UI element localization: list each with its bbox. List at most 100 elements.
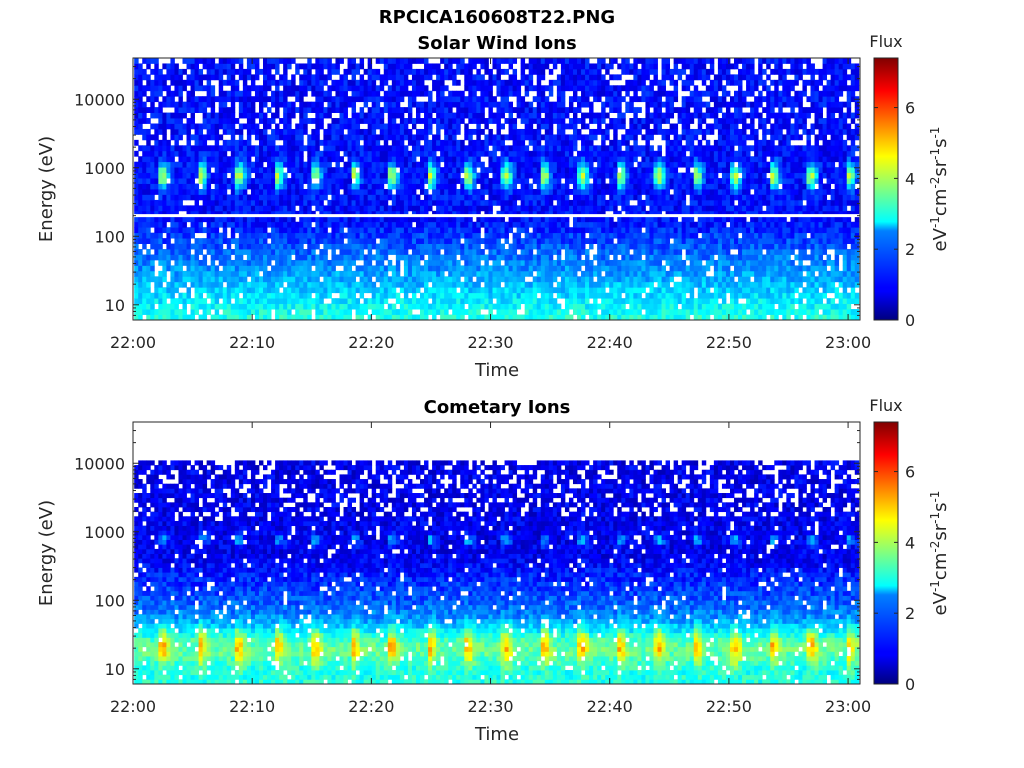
spectrogram-cell [222,63,228,70]
spectrogram-cell [343,167,348,174]
spectrogram-cell [464,96,469,103]
spectrogram-cell [319,161,324,168]
spectrogram-cell [190,123,195,130]
spectrogram-cell [246,112,252,119]
spectrogram-cell [528,292,534,299]
spectrogram-cell [166,112,171,119]
spectrogram-cell [585,298,590,305]
spectrogram-cell [150,68,155,75]
spectrogram-cell [327,156,332,163]
spectrogram-cell [420,79,425,86]
spectrogram-cell [222,172,228,179]
spectrogram-cell [444,309,449,315]
spectrogram-cell [585,199,590,206]
spectrogram-cell [351,112,357,119]
spectrogram-cell [359,90,365,97]
spectrogram-cell [347,281,352,288]
spectrogram-cell [500,287,505,294]
spectrogram-cell [520,74,526,81]
spectrogram-cell [540,254,546,261]
spectrogram-cell [605,150,610,157]
spectrogram-cell [383,281,389,288]
spectrogram-cell [214,123,220,130]
spectrogram-cell [271,79,276,86]
spectrogram-cell [351,150,357,157]
spectrogram-cell [246,63,252,70]
spectrogram-cell [403,79,409,86]
spectrogram-cell [420,265,425,272]
spectrogram-cell [343,101,348,108]
spectrogram-cell [436,178,441,184]
spectrogram-cell [190,298,195,305]
spectrogram-cell [520,183,526,190]
spectrogram-cell [198,189,204,195]
spectrogram-cell [234,210,240,217]
spectrogram-cell [512,139,518,146]
spectrogram-cell [319,227,324,234]
spectrogram-cell [560,227,566,234]
spectrogram-cell [420,189,425,195]
spectrogram-cell [146,265,151,272]
spectrogram-cell [339,259,344,266]
spectrogram-cell [375,183,381,190]
spectrogram-cell [226,96,232,103]
spectrogram-cell [496,145,501,152]
spectrogram-cell [556,281,562,288]
spectrogram-cell [436,249,441,255]
spectrogram-cell [520,205,526,212]
spectrogram-cell [234,79,240,86]
spectrogram-cell [206,270,212,277]
spectrogram-cell [238,150,244,157]
spectrogram-cell [609,243,614,250]
spectrogram-cell [307,58,312,64]
spectrogram-cell [226,298,232,305]
spectrogram-cell [540,96,546,103]
spectrogram-cell [238,172,244,179]
spectrogram-cell [548,156,554,163]
spectrogram-cell [218,292,224,299]
spectrogram-cell [464,276,469,283]
spectrogram-cell [186,238,191,244]
spectrogram-cell [585,303,590,310]
spectrogram-cell [379,128,385,135]
spectrogram-cell [407,194,413,201]
spectrogram-cell [464,178,469,184]
spectrogram-cell [536,134,542,141]
spectrogram-cell [387,74,393,81]
spectrogram-cell [154,287,159,294]
spectrogram-cell [456,128,461,135]
spectrogram-cell [456,259,461,266]
spectrogram-cell [536,178,542,184]
spectrogram-cell [508,167,514,174]
spectrogram-cell [556,270,562,277]
spectrogram-cell [319,232,324,239]
spectrogram-cell [299,63,304,70]
spectrogram-cell [601,249,606,255]
spectrogram-cell [540,298,546,305]
spectrogram-cell [138,259,143,266]
spectrogram-cell [496,178,501,184]
spectrogram-cell [508,150,514,157]
spectrogram-cell [230,270,236,277]
spectrogram-cell [468,58,473,64]
spectrogram-cell [407,232,413,239]
spectrogram-cell [307,309,312,315]
spectrogram-cell [210,128,216,135]
spectrogram-cell [593,287,598,294]
spectrogram-cell [428,205,433,212]
spectrogram-cell [339,123,344,130]
spectrogram-cell [263,216,268,223]
spectrogram-cell [275,183,280,190]
spectrogram-cell [564,194,570,201]
spectrogram-cell [367,287,373,294]
spectrogram-cell [335,303,340,310]
spectrogram-cell [472,314,477,320]
spectrogram-cell [548,287,554,294]
spectrogram-cell [568,205,574,212]
spectrogram-cell [363,150,369,157]
spectrogram-cell [238,227,244,234]
spectrogram-cell [323,249,328,255]
spectrogram-cell [138,238,143,244]
spectrogram-cell [194,221,200,228]
spectrogram-cell [283,276,288,283]
